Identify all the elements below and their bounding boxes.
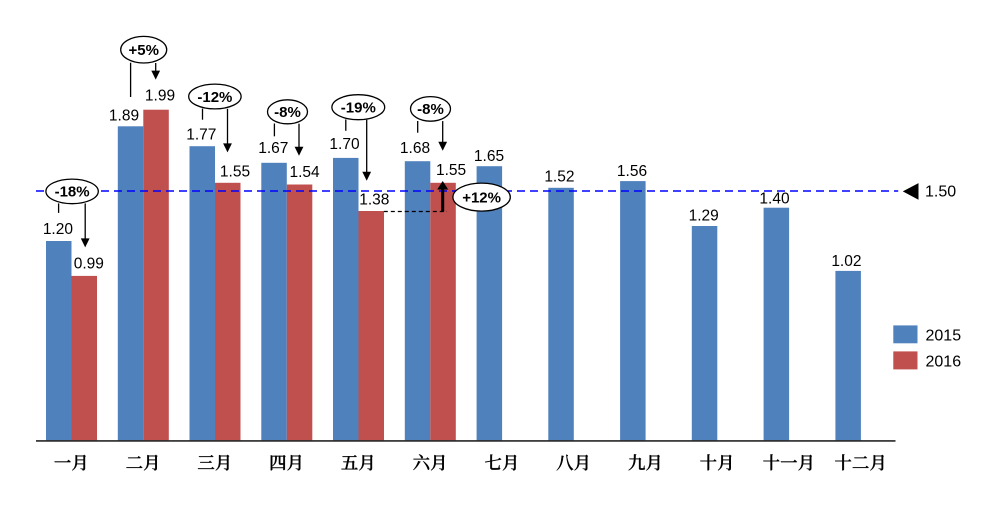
svg-text:+5%: +5% — [128, 42, 158, 59]
svg-text:1.55: 1.55 — [436, 162, 466, 179]
svg-text:2015: 2015 — [926, 328, 962, 345]
svg-text:-8%: -8% — [274, 104, 301, 121]
svg-text:1.89: 1.89 — [109, 108, 139, 125]
svg-text:1.02: 1.02 — [831, 253, 861, 270]
svg-text:1.20: 1.20 — [43, 221, 74, 238]
svg-text:1.70: 1.70 — [329, 136, 360, 153]
svg-text:1.65: 1.65 — [474, 148, 504, 165]
svg-text:1.29: 1.29 — [689, 208, 719, 225]
svg-text:1.38: 1.38 — [359, 192, 389, 209]
svg-text:1.54: 1.54 — [290, 164, 321, 181]
svg-text:-19%: -19% — [341, 100, 376, 117]
svg-text:-18%: -18% — [55, 184, 90, 201]
svg-text:0.99: 0.99 — [74, 256, 104, 273]
svg-text:1.50: 1.50 — [925, 184, 956, 201]
svg-text:1.52: 1.52 — [544, 169, 574, 186]
svg-text:1.40: 1.40 — [759, 190, 790, 207]
svg-text:-12%: -12% — [197, 89, 232, 106]
svg-text:1.55: 1.55 — [220, 164, 250, 181]
svg-text:1.77: 1.77 — [186, 127, 216, 144]
svg-text:1.56: 1.56 — [617, 163, 647, 180]
svg-text:2016: 2016 — [926, 354, 962, 371]
svg-text:-8%: -8% — [417, 101, 444, 118]
svg-text:1.67: 1.67 — [258, 140, 288, 157]
svg-text:1.99: 1.99 — [145, 88, 175, 105]
svg-text:+12%: +12% — [462, 189, 501, 206]
svg-text:1.68: 1.68 — [400, 140, 430, 157]
